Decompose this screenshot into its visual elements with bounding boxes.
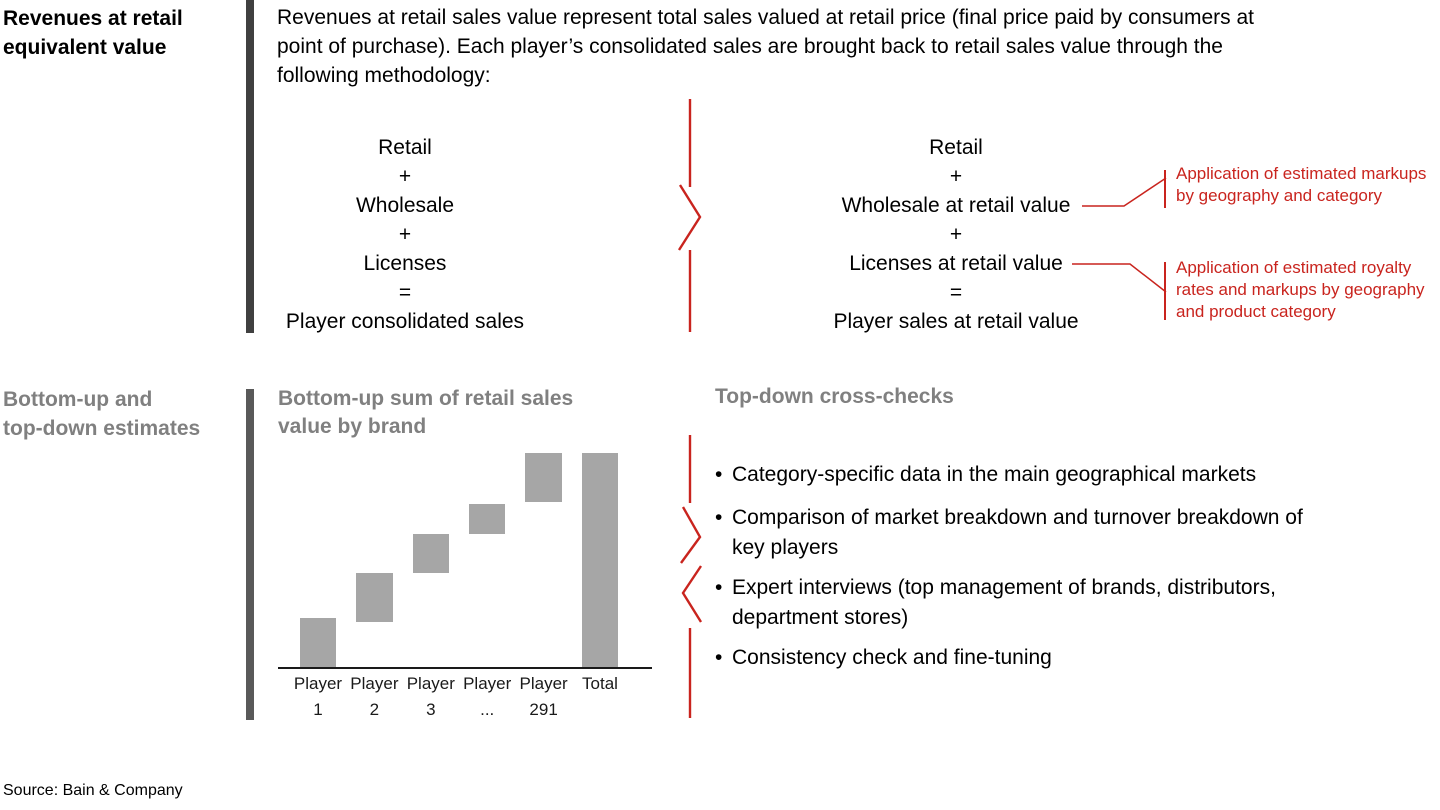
annotation-connector-markups-icon	[1082, 177, 1167, 207]
text-line: Comparison of market breakdown and turno…	[732, 506, 1303, 529]
section-divider-top	[246, 0, 254, 333]
bullet-text: Comparison of market breakdown and turno…	[732, 503, 1303, 563]
waterfall-chart	[278, 453, 652, 669]
estimates-sidebar-title: Bottom-up and top-down estimates	[3, 385, 200, 443]
text-line: Player	[293, 674, 343, 693]
text-line: Bottom-up and	[3, 388, 153, 411]
section-divider-bottom	[246, 389, 254, 720]
bullet-item: • Expert interviews (top management of b…	[715, 573, 1276, 633]
bullet-marker: •	[715, 506, 723, 529]
text-line: department stores)	[732, 606, 909, 629]
merge-chevron-icon	[677, 99, 702, 332]
text-line: Player	[463, 674, 512, 693]
text-line: Retail	[929, 136, 983, 159]
text-line: 3	[426, 700, 436, 719]
text-line: Wholesale at retail value	[841, 194, 1071, 217]
text-line: +	[949, 165, 963, 188]
text-line: Application of estimated royalty	[1176, 258, 1412, 277]
text-line: 2	[369, 700, 380, 719]
text-line: Player sales at retail value	[833, 310, 1079, 333]
retail-value-formula: Retail + Wholesale at retail value + License…	[806, 133, 1106, 336]
text-line: Revenues at retail	[3, 7, 183, 30]
chart-category-label: Player 3	[396, 671, 466, 723]
text-line: +	[949, 223, 963, 246]
text-line: ...	[480, 700, 495, 719]
text-line: Consistency check and fine-tuning	[732, 646, 1052, 669]
chart-title: Bottom-up sum of retail sales value by br…	[278, 385, 573, 441]
bullet-text: Expert interviews (top management of bra…	[732, 573, 1276, 633]
text-line: rates and markups by geography	[1176, 280, 1425, 299]
crosschecks-title: Top-down cross-checks	[715, 385, 954, 408]
text-line: Retail	[378, 136, 432, 159]
bullet-item: • Category-specific data in the main geo…	[715, 460, 1256, 490]
text-line: 1	[313, 700, 323, 719]
bullet-marker: •	[715, 646, 723, 669]
bullet-text: Category-specific data in the main geogr…	[732, 460, 1256, 490]
chart-bar	[468, 504, 506, 535]
bullet-text: Consistency check and fine-tuning	[732, 643, 1052, 673]
annotation-connector-royalty-icon	[1072, 263, 1167, 293]
revenues-sidebar-title: Revenues at retail equivalent value	[3, 4, 183, 62]
text-line: Expert interviews (top management of bra…	[732, 576, 1276, 599]
text-line: value by brand	[278, 415, 427, 438]
text-line: Licenses	[363, 252, 447, 275]
text-line: Total	[582, 674, 618, 693]
annotation-tick-line	[1164, 170, 1166, 208]
text-line: following methodology:	[277, 64, 491, 87]
chart-bar	[581, 453, 619, 667]
crosscheck-bracket-icon	[680, 435, 703, 718]
chart-bar	[412, 534, 450, 573]
text-line: top-down estimates	[3, 417, 201, 440]
text-line: =	[949, 281, 963, 304]
bullet-item: • Consistency check and fine-tuning	[715, 643, 1052, 673]
annotation-royalty: Application of estimated royalty rates an…	[1176, 257, 1425, 323]
text-line: Player	[406, 674, 455, 693]
intro-paragraph: Revenues at retail sales value represent…	[277, 3, 1254, 90]
chart-bar	[356, 572, 393, 623]
text-line: key players	[732, 536, 839, 559]
bullet-marker: •	[715, 576, 723, 599]
annotation-markups: Application of estimated markups by geogr…	[1176, 163, 1426, 207]
consolidated-sales-formula: Retail + Wholesale + Licenses = Player consoli…	[280, 133, 530, 336]
text-line: Licenses at retail value	[849, 252, 1063, 275]
chart-bar	[299, 617, 337, 667]
text-line: Application of estimated markups	[1176, 164, 1427, 183]
chart-category-label: Player 291	[509, 671, 579, 723]
chart-category-label: Total	[565, 671, 635, 697]
text-line: =	[398, 281, 412, 304]
chart-axis-labels: Player 1 Player 2 Player 3 Player... Player 291 T…	[278, 671, 652, 726]
bullet-marker: •	[715, 463, 723, 486]
text-line: +	[398, 223, 412, 246]
text-line: by geography and category	[1176, 186, 1383, 205]
chart-category-label: Player 1	[283, 671, 353, 723]
text-line: Wholesale	[355, 194, 455, 217]
text-line: Revenues at retail sales value represent…	[277, 6, 1255, 29]
chart-category-label: Player...	[452, 671, 522, 723]
text-line: Bottom-up sum of retail sales	[278, 387, 574, 410]
text-line: Player consolidated sales	[285, 310, 525, 333]
chart-bar	[525, 453, 562, 503]
text-line: Player	[519, 674, 568, 693]
text-line: equivalent value	[3, 36, 167, 59]
text-line: point of purchase). Each player’s consol…	[277, 35, 1223, 58]
text-line: +	[398, 165, 412, 188]
chart-category-label: Player 2	[339, 671, 409, 723]
text-line: Category-specific data in the main geogr…	[732, 463, 1257, 486]
text-line: 291	[529, 700, 558, 719]
text-line: and product category	[1176, 302, 1336, 321]
source-note: Source: Bain & Company	[3, 782, 183, 799]
annotation-tick-line	[1164, 262, 1166, 320]
bullet-item: • Comparison of market breakdown and tur…	[715, 503, 1303, 563]
text-line: Player	[350, 674, 399, 693]
